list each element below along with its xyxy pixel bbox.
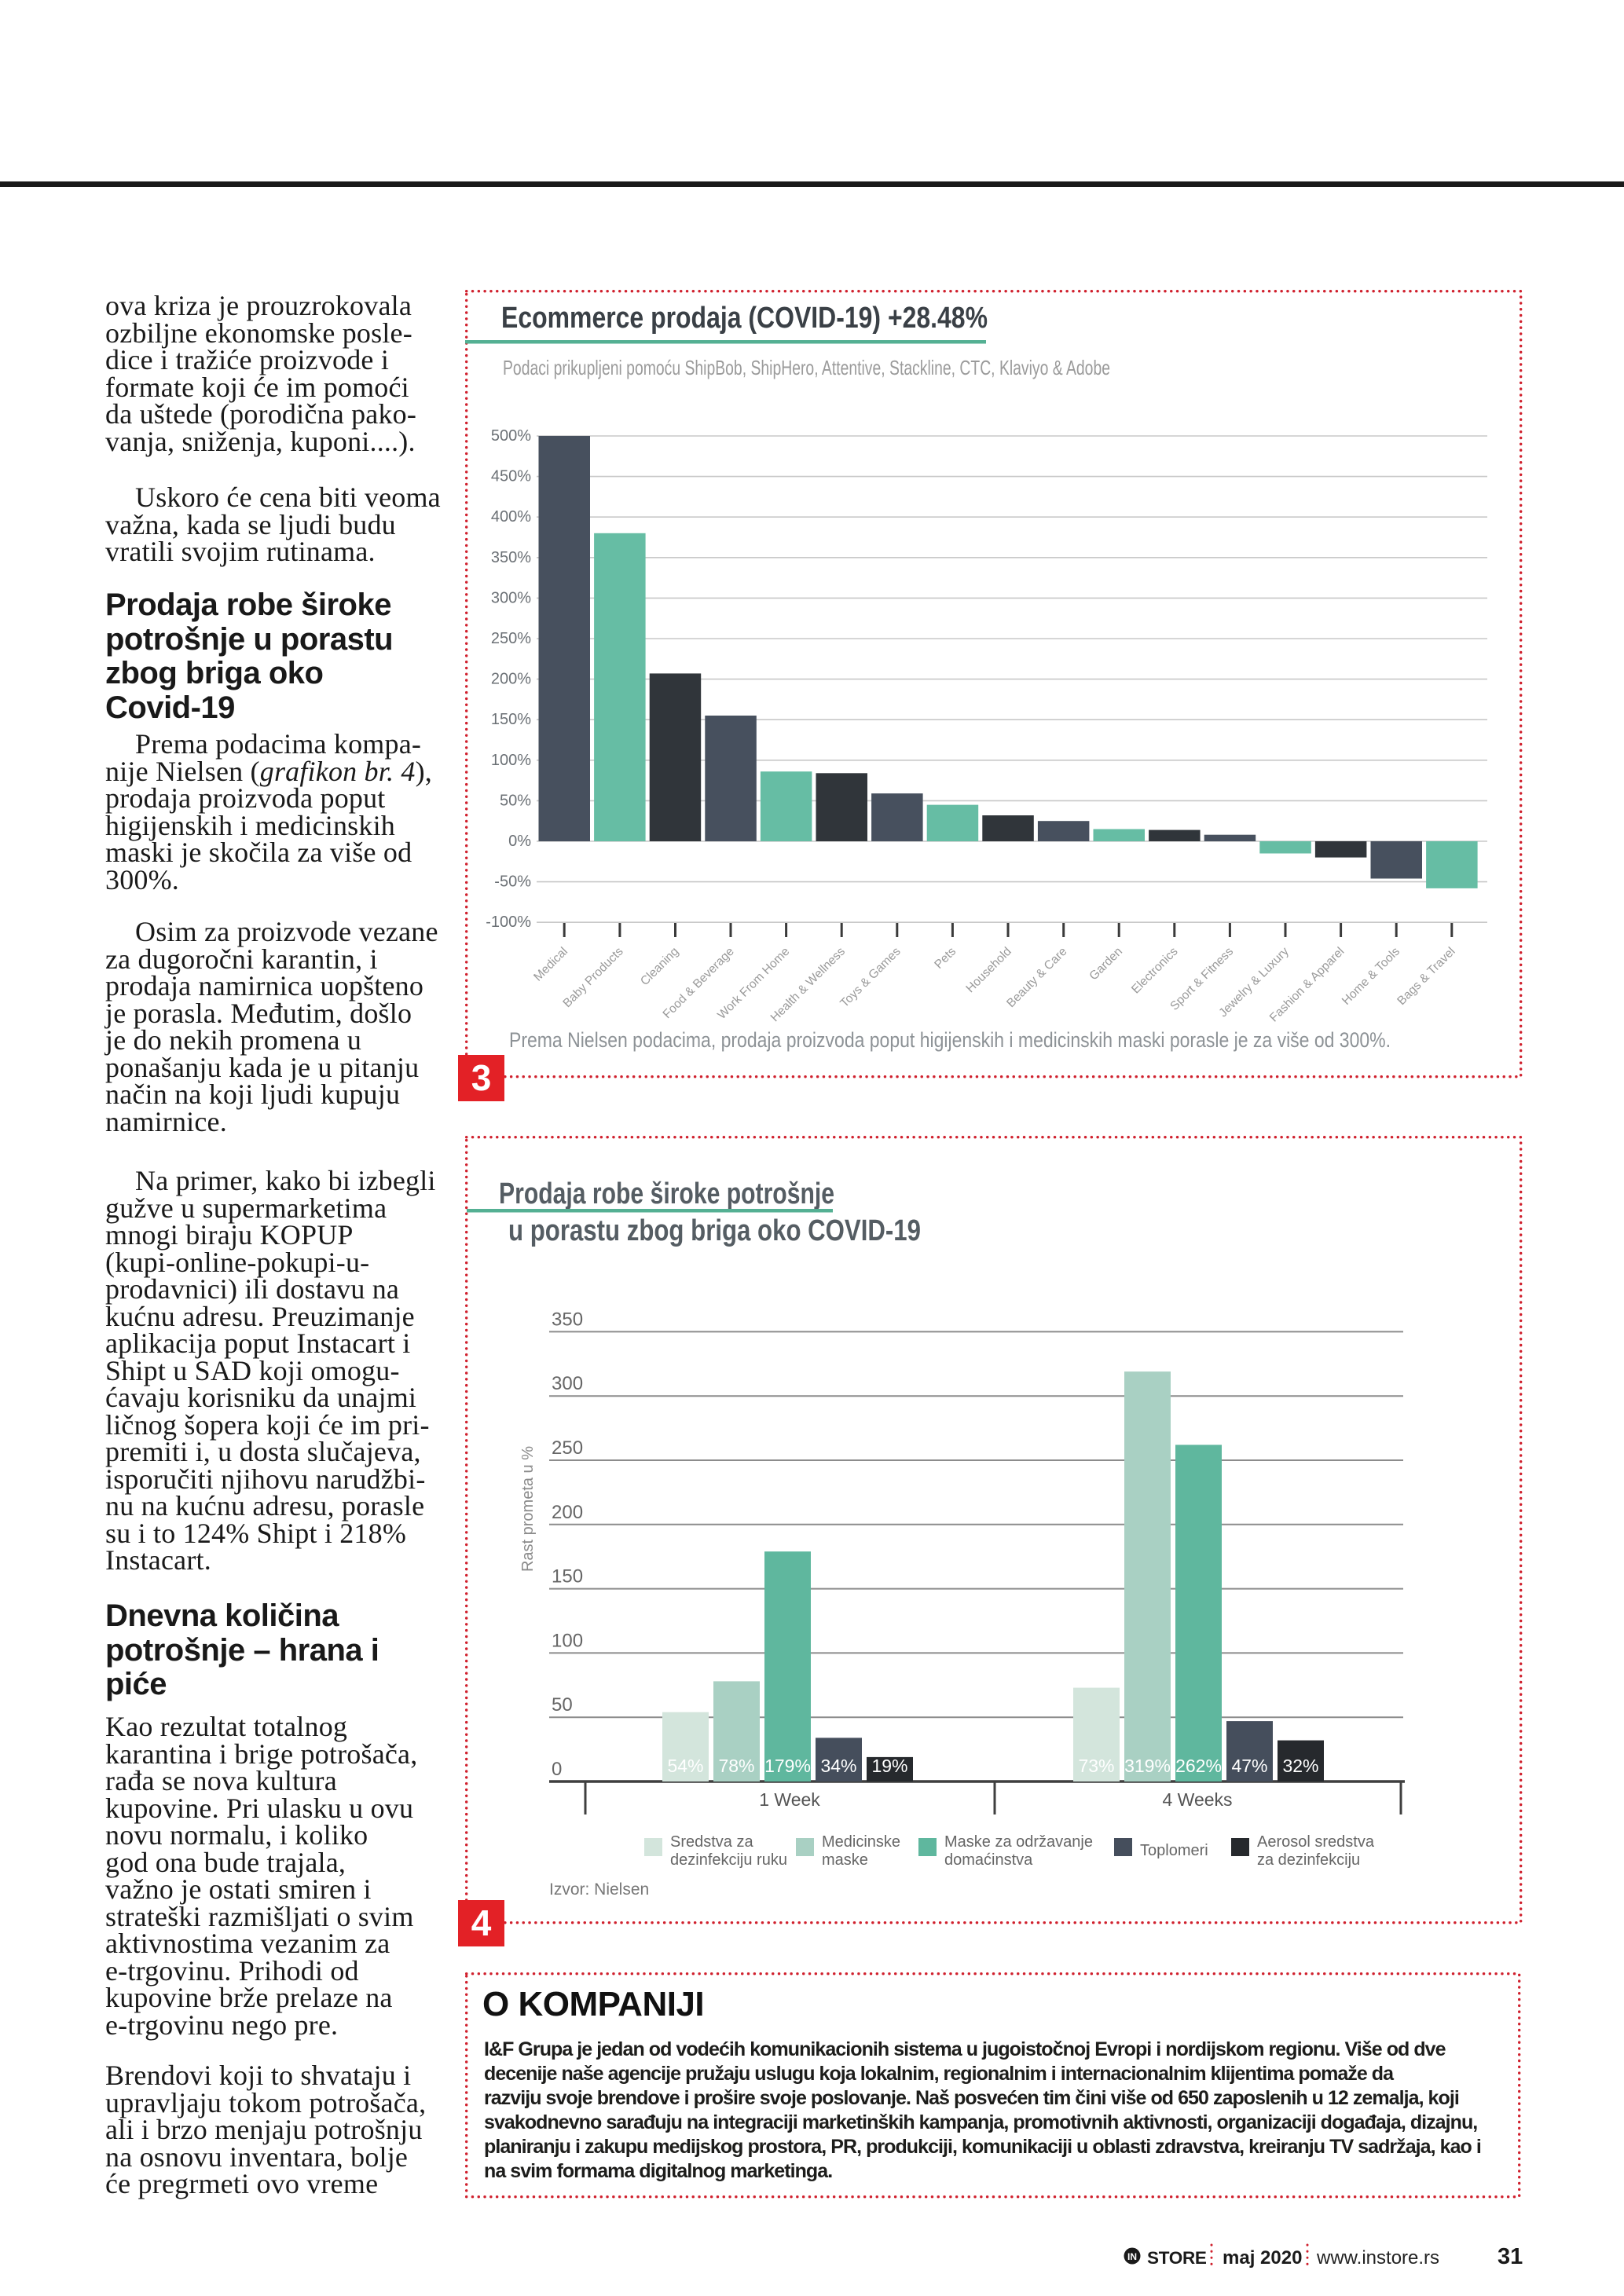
svg-text:0: 0 — [552, 1759, 562, 1780]
svg-text:200: 200 — [552, 1502, 583, 1523]
svg-text:200%: 200% — [491, 671, 531, 688]
svg-text:150: 150 — [552, 1566, 583, 1587]
svg-text:350: 350 — [552, 1309, 583, 1330]
svg-text:Podaci prikupljeni pomoću Ship: Podaci prikupljeni pomoću ShipBob, ShipH… — [503, 356, 1110, 379]
svg-text:4: 4 — [471, 1902, 492, 1943]
svg-text:54%: 54% — [667, 1756, 703, 1776]
svg-text:Home & Tools: Home & Tools — [1340, 945, 1402, 1008]
svg-text:u porastu zbog briga oko COVID: u porastu zbog briga oko COVID-19 — [508, 1214, 921, 1247]
svg-text:1 Week: 1 Week — [759, 1789, 820, 1810]
svg-text:Toys & Games: Toys & Games — [838, 945, 903, 1010]
svg-text:domaćinstva: domaćinstva — [944, 1851, 1033, 1869]
svg-text:Electronics: Electronics — [1129, 945, 1181, 997]
svg-text:34%: 34% — [820, 1756, 856, 1776]
svg-text:Maske za održavanje: Maske za održavanje — [944, 1833, 1093, 1851]
svg-text:350%: 350% — [491, 549, 531, 566]
svg-text:Medicinske: Medicinske — [822, 1833, 900, 1851]
svg-text:IN: IN — [1127, 2251, 1137, 2262]
svg-text:73%: 73% — [1078, 1756, 1114, 1776]
svg-text:300: 300 — [552, 1373, 583, 1394]
svg-text:400%: 400% — [491, 508, 531, 525]
svg-text:-50%: -50% — [494, 873, 531, 891]
svg-text:Prodaja robe široke potrošnje: Prodaja robe široke potrošnje — [499, 1177, 834, 1210]
svg-text:250: 250 — [552, 1437, 583, 1459]
svg-text:Pets: Pets — [932, 945, 959, 972]
svg-text:50: 50 — [552, 1694, 573, 1716]
svg-text:Prema Nielsen podacima, prodaj: Prema Nielsen podacima, prodaja proizvod… — [509, 1028, 1391, 1052]
svg-text:Ecommerce prodaja (COVID-19) +: Ecommerce prodaja (COVID-19) +28.48% — [501, 302, 988, 335]
svg-text:19%: 19% — [871, 1756, 907, 1776]
svg-text:Rast prometa u %: Rast prometa u % — [519, 1446, 537, 1572]
svg-text:maske: maske — [822, 1851, 868, 1869]
svg-text:Cleaning: Cleaning — [638, 945, 681, 988]
svg-text:100%: 100% — [491, 752, 531, 769]
svg-text:450%: 450% — [491, 468, 531, 485]
svg-text:Beauty & Care: Beauty & Care — [1004, 945, 1069, 1010]
svg-text:32%: 32% — [1282, 1756, 1318, 1776]
svg-text:za dezinfekciju: za dezinfekciju — [1257, 1851, 1360, 1869]
svg-text:47%: 47% — [1231, 1756, 1267, 1776]
svg-text:Izvor: Nielsen: Izvor: Nielsen — [549, 1880, 649, 1899]
svg-text:dezinfekciju ruku: dezinfekciju ruku — [670, 1851, 787, 1869]
svg-text:Aerosol sredstva: Aerosol sredstva — [1257, 1833, 1375, 1851]
svg-text:250%: 250% — [491, 630, 531, 647]
svg-text:4 Weeks: 4 Weeks — [1162, 1789, 1232, 1810]
svg-text:300%: 300% — [491, 589, 531, 606]
svg-text:3: 3 — [471, 1057, 492, 1098]
svg-text:Household: Household — [963, 945, 1014, 995]
svg-text:78%: 78% — [718, 1756, 754, 1776]
svg-text:Baby Products: Baby Products — [560, 945, 625, 1010]
svg-text:100: 100 — [552, 1630, 583, 1651]
svg-text:179%: 179% — [764, 1756, 811, 1776]
svg-text:Toplomeri: Toplomeri — [1140, 1842, 1208, 1859]
svg-text:0%: 0% — [508, 833, 531, 850]
svg-text:Bags & Travel: Bags & Travel — [1395, 945, 1457, 1008]
svg-text:Medical: Medical — [531, 945, 570, 984]
svg-text:Sredstva za: Sredstva za — [670, 1833, 753, 1851]
svg-text:262%: 262% — [1175, 1756, 1222, 1776]
svg-text:319%: 319% — [1124, 1756, 1171, 1776]
svg-text:-100%: -100% — [486, 914, 531, 931]
svg-text:150%: 150% — [491, 711, 531, 728]
svg-text:Garden: Garden — [1087, 945, 1125, 983]
svg-text:50%: 50% — [500, 792, 531, 809]
svg-text:500%: 500% — [491, 427, 531, 445]
